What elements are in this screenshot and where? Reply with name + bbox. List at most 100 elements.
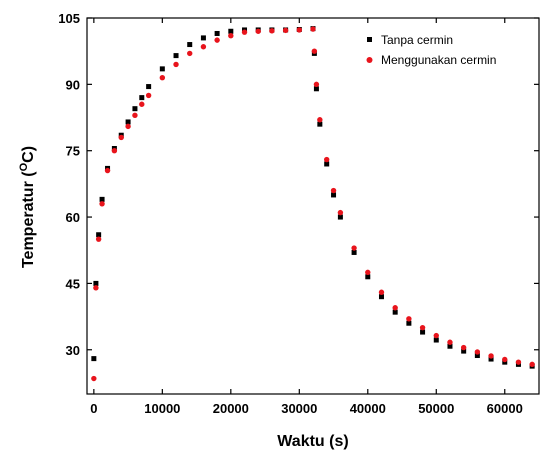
data-point-series-1 [269,28,275,34]
data-point-series-0 [139,95,145,101]
data-point-series-1 [330,187,337,194]
data-point-series-0 [91,356,97,362]
data-point-series-0 [378,294,384,300]
data-point-series-0 [365,274,371,280]
data-point-series-0 [474,353,480,359]
x-axis-title: Waktu (s) [277,433,348,450]
data-point-series-1 [139,101,145,107]
x-tick-label: 20000 [213,401,249,416]
data-point-series-0 [200,35,206,41]
series-menggunakan-cermin [91,26,535,382]
data-point-series-1 [200,44,207,50]
data-point-series-1 [310,26,316,32]
data-point-series-1 [241,29,248,35]
series-tanpa-cermin [91,26,535,369]
data-point-series-1 [365,269,371,276]
x-axis: 0 10000 20000 30000 40000 50000 60000 [90,18,523,416]
data-point-series-1 [214,37,220,43]
data-point-series-1 [323,156,330,163]
data-point-series-1 [488,353,494,359]
y-tick-label: 105 [58,11,80,26]
data-point-series-0 [447,343,453,349]
data-point-series-1 [474,349,481,355]
data-point-series-0 [461,348,467,354]
x-tick-label: 40000 [350,401,386,416]
data-point-series-1 [145,92,152,99]
data-point-series-1 [460,344,467,351]
legend-marker-tanpa-cermin [367,37,372,42]
data-point-series-0 [420,329,426,335]
data-point-series-1 [111,148,118,154]
x-tick-label: 0 [90,401,97,416]
data-point-series-0 [313,86,319,92]
data-point-series-1 [187,50,193,57]
data-point-series-1 [406,316,412,322]
data-point-series-1 [419,324,426,331]
data-point-series-1 [159,75,166,81]
data-point-series-0 [132,106,138,112]
data-point-series-0 [214,30,220,36]
y-tick-label: 30 [66,343,80,358]
data-point-series-1 [91,375,97,382]
data-point-series-0 [392,309,398,315]
data-point-series-0 [351,249,357,255]
data-point-series-0 [93,280,99,286]
data-point-series-1 [99,201,105,207]
data-point-series-0 [228,28,234,34]
data-point-series-0 [433,337,439,343]
data-point-series-1 [378,289,385,295]
data-point-series-0 [406,320,412,326]
data-point-series-1 [337,209,344,216]
data-point-series-1 [515,359,522,365]
legend: Tanpa cermin Menggunakan cermin [366,33,496,67]
data-point-series-1 [255,28,261,34]
legend-label-tanpa-cermin: Tanpa cermin [381,33,453,47]
data-point-series-0 [331,192,337,198]
y-axis-title: Temperatur (OC) [18,146,37,268]
data-point-series-1 [125,123,131,130]
data-point-series-1 [296,27,303,33]
y-tick-label: 45 [66,276,80,291]
data-point-series-1 [104,167,111,174]
data-point-series-1 [282,27,289,34]
data-point-series-1 [317,117,323,123]
data-point-series-1 [118,134,124,141]
data-point-series-1 [351,245,357,251]
data-point-series-1 [447,339,453,345]
x-tick-label: 60000 [487,401,523,416]
y-tick-label: 90 [66,77,80,92]
data-point-series-1 [313,81,320,88]
y-tick-label: 75 [66,144,80,159]
y-tick-label: 60 [66,210,80,225]
data-point-series-1 [93,285,99,291]
data-point-series-0 [96,232,102,238]
y-axis-title-sup: O [18,162,30,171]
data-point-series-0 [159,66,165,72]
data-point-series-0 [488,356,494,362]
x-tick-label: 30000 [281,401,317,416]
data-point-series-0 [146,84,152,90]
data-point-series-1 [95,236,102,242]
data-point-series-1 [392,305,398,311]
data-point-series-0 [324,161,330,167]
data-point-series-1 [502,356,508,363]
data-point-series-0 [173,53,179,59]
plot-frame [86,17,540,395]
data-point-series-1 [433,332,439,339]
data-point-series-0 [187,42,193,48]
x-tick-label: 10000 [144,401,180,416]
data-point-series-1 [228,32,234,39]
data-point-series-1 [132,112,138,119]
data-point-series-1 [311,48,318,54]
data-point-series-1 [529,361,535,368]
y-axis-title-main: Temperatur ( [20,171,37,268]
y-axis: 30 45 60 75 90 105 [58,11,539,358]
x-tick-label: 50000 [418,401,454,416]
data-point-series-0 [125,119,131,125]
data-point-series-0 [337,214,343,220]
data-point-series-0 [317,121,323,127]
legend-marker-menggunakan-cermin [366,57,373,63]
y-axis-title-unit: C) [20,146,37,163]
legend-label-menggunakan-cermin: Menggunakan cermin [381,53,496,67]
